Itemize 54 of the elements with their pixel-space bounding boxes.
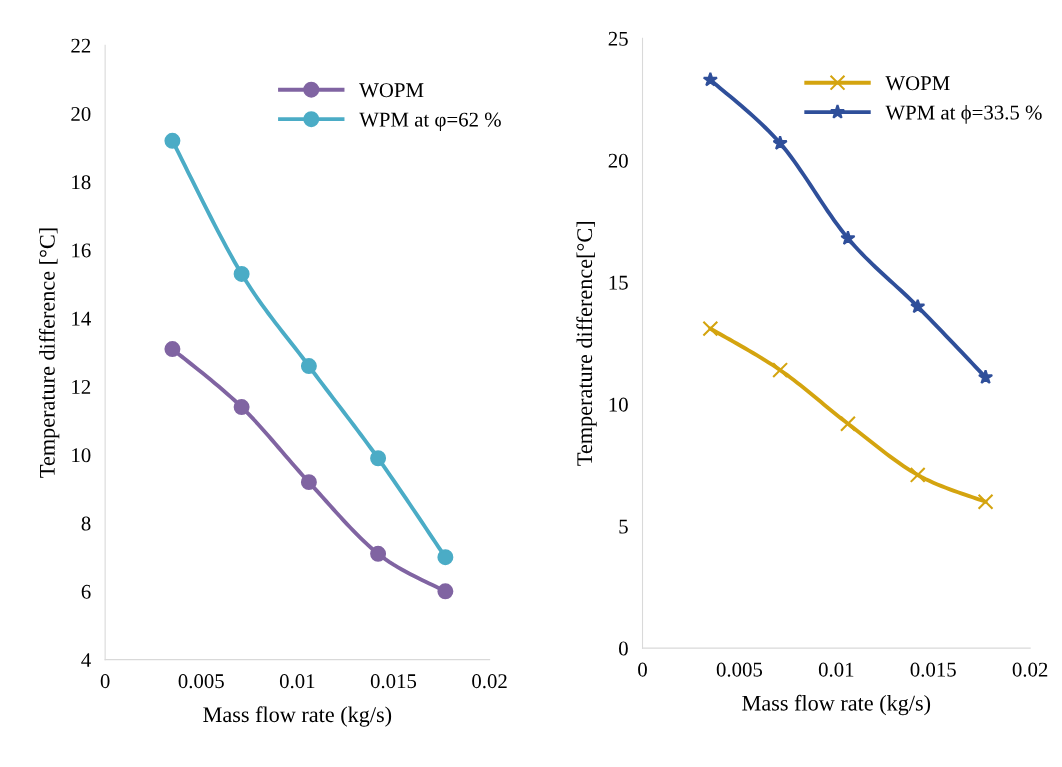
y-tick-label: 12: [72, 380, 91, 394]
point: [437, 549, 454, 566]
point: [977, 493, 994, 510]
x-tick-label: 0.005: [716, 662, 763, 677]
point: [840, 230, 856, 246]
legend-label: WPM at ϕ=33.5 %: [885, 104, 1042, 124]
legend-label: WOPM: [359, 83, 424, 98]
point: [839, 415, 856, 432]
point: [233, 399, 250, 416]
x-tick-label: 0: [638, 662, 647, 677]
legend-label: WOPM: [885, 76, 950, 91]
x-tick-label: 0.01: [279, 674, 315, 689]
point: [910, 298, 926, 314]
point: [977, 369, 994, 385]
point: [164, 341, 181, 358]
y-tick-label: 4: [81, 653, 91, 667]
y-tick-label: 10: [72, 448, 91, 463]
x-axis-title: Mass flow rate (kg/s): [742, 694, 931, 716]
point: [370, 545, 387, 562]
point: [164, 132, 181, 149]
x-tick-label: 0: [100, 674, 110, 689]
point: [772, 362, 789, 379]
point: [909, 466, 926, 483]
point: [300, 474, 317, 491]
point: [233, 265, 250, 282]
x-tick-label: 0.02: [1012, 662, 1048, 677]
y-tick-label: 20: [71, 106, 91, 121]
x-tick-label: 0.015: [370, 674, 417, 689]
y-tick-label: 16: [72, 243, 91, 258]
x-tick-label: 0.005: [178, 674, 224, 689]
y-tick-label: 25: [608, 31, 628, 46]
point: [370, 450, 387, 467]
y-tick-label: 10: [609, 397, 628, 412]
y-axis-title: Temperature difference [°C]: [38, 228, 60, 478]
y-tick-label: 14: [72, 311, 91, 326]
point: [300, 358, 317, 375]
x-axis-title: Mass flow rate (kg/s): [203, 706, 392, 727]
y-tick-label: 20: [608, 153, 628, 168]
y-tick-label: 15: [609, 275, 628, 290]
y-tick-label: 18: [72, 175, 91, 190]
y-axis-title: Temperature difference[°C]: [576, 222, 597, 466]
y-tick-label: 0: [619, 641, 628, 656]
point: [772, 135, 788, 150]
y-tick-label: 5: [619, 519, 628, 534]
point: [702, 320, 719, 337]
y-tick-label: 6: [81, 584, 91, 599]
y-tick-label: 22: [71, 38, 91, 53]
legend-label: WPM at φ=62 %: [359, 112, 501, 131]
y-tick-label: 8: [81, 516, 91, 531]
x-tick-label: 0.015: [910, 662, 956, 677]
x-tick-label: 0.02: [472, 674, 507, 689]
point: [702, 71, 718, 87]
x-tick-label: 0.01: [818, 662, 854, 677]
point: [437, 583, 454, 600]
